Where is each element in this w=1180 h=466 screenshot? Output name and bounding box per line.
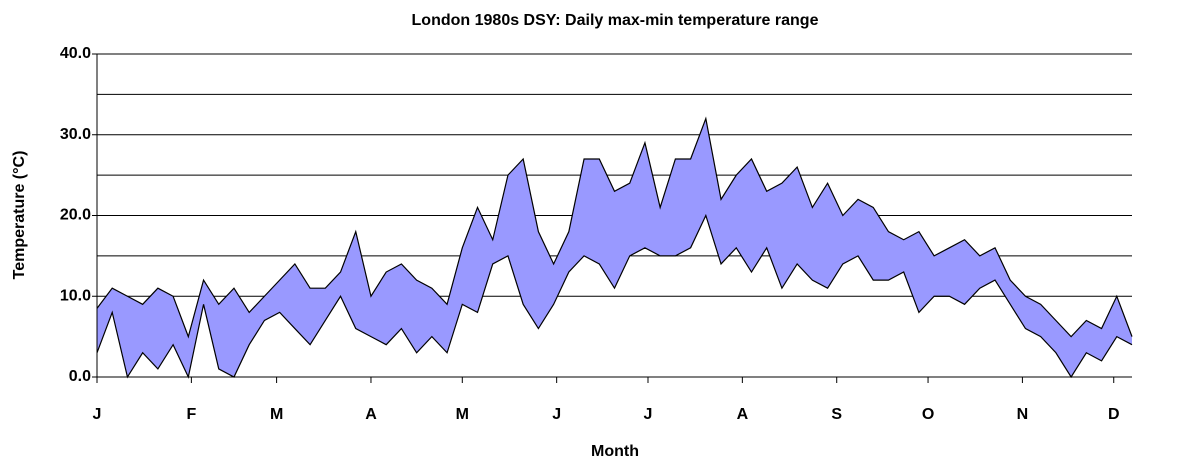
y-tick-label: 30.0 <box>60 126 91 143</box>
x-tick-label: F <box>186 406 196 423</box>
range-fill <box>97 118 1132 377</box>
x-axis-label: Month <box>591 443 639 460</box>
chart-title: London 1980s DSY: Daily max-min temperat… <box>412 12 819 29</box>
x-tick-label: J <box>93 406 102 423</box>
temperature-line <box>96 213 1133 379</box>
x-tick-label: J <box>644 406 653 423</box>
y-tick-label: 0.0 <box>69 368 91 385</box>
y-tick-label: 10.0 <box>60 287 91 304</box>
y-axis-label: Temperature (°C) <box>11 151 28 280</box>
x-tick-label: A <box>737 406 749 423</box>
x-tick-label: J <box>552 406 561 423</box>
x-tick-label: S <box>831 406 842 423</box>
x-tick-label: M <box>270 406 283 423</box>
x-tick-label: M <box>456 406 469 423</box>
y-tick-label: 40.0 <box>60 45 91 62</box>
y-tick-label: 20.0 <box>60 207 91 224</box>
temperature-line <box>96 116 1133 339</box>
x-tick-label: D <box>1108 406 1120 423</box>
x-tick-label: O <box>922 406 934 423</box>
x-tick-label: N <box>1017 406 1029 423</box>
x-tick-label: A <box>365 406 377 423</box>
